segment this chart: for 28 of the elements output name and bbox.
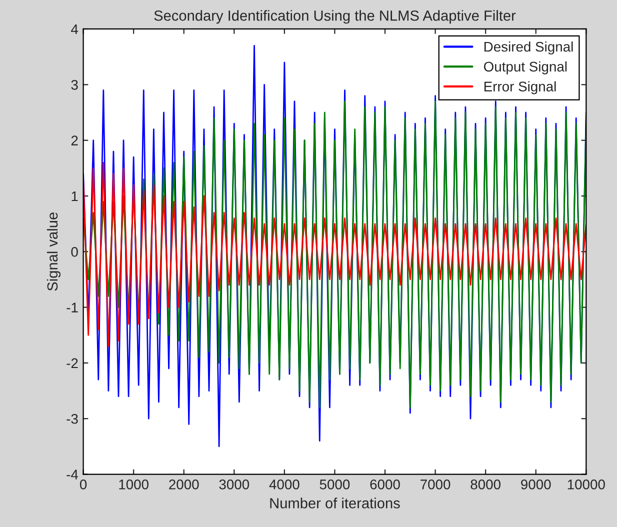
line-series — [83, 162, 586, 347]
y-tick-label: 3 — [71, 80, 78, 90]
y-tick-label: -2 — [66, 358, 78, 368]
y-tick-label: 2 — [71, 136, 78, 146]
x-tick-label: 6000 — [370, 480, 400, 490]
x-tick-label: 0 — [80, 480, 87, 490]
line-series — [83, 100, 586, 408]
x-tick-label: 4000 — [269, 480, 300, 490]
x-tick-label: 9000 — [521, 480, 551, 490]
y-tick-label: 1 — [72, 191, 78, 202]
x-tick-label: 5000 — [320, 480, 350, 490]
legend-label: Error Signal — [484, 81, 556, 94]
x-tick-label: 7000 — [420, 480, 450, 490]
x-tick-label: 8000 — [470, 480, 500, 490]
y-tick-label: -1 — [66, 302, 78, 312]
y-tick-label: -3 — [66, 414, 78, 424]
y-tick-label: -4 — [66, 470, 78, 480]
y-axis-title: Signal value — [46, 212, 61, 291]
y-tick-label: 0 — [71, 246, 78, 257]
x-axis-title: Number of iterations — [270, 498, 400, 508]
x-tick-label: 2000 — [169, 480, 199, 490]
chart-title: Secondary Identification Using the NLMS Adaptive Filter — [154, 10, 516, 24]
legend-label: Desired Signal — [484, 41, 573, 54]
legend-label: Output Signal — [484, 61, 567, 74]
x-tick-label: 3000 — [219, 480, 250, 490]
y-tick-label: 4 — [71, 24, 78, 34]
x-tick-label: 10000 — [568, 480, 605, 490]
x-tick-label: 1000 — [119, 480, 148, 490]
